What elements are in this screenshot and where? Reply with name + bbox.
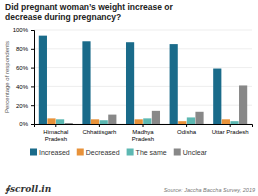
grid-line: [34, 48, 252, 49]
bar: [170, 44, 178, 124]
tick: MadhyaPradesh: [132, 124, 155, 142]
title: Did pregnant woman’s weight increase ord…: [5, 2, 174, 22]
bar: [230, 121, 238, 124]
axis-line: [31, 31, 35, 125]
tick-label: Odisha: [177, 129, 197, 135]
legend-label: Unclear: [183, 149, 208, 156]
bar: [108, 115, 116, 124]
bar-series: [65, 85, 248, 124]
bar: [91, 119, 99, 124]
tick: 80%: [16, 46, 34, 52]
legend-item: Increased: [30, 149, 70, 156]
legend-label: Decreased: [86, 149, 120, 156]
tick: 20%: [16, 103, 34, 109]
legend-item: The same: [127, 149, 167, 156]
grid: [34, 30, 252, 124]
legend-swatch: [77, 149, 84, 156]
tick: 40%: [16, 84, 34, 90]
bar: [39, 36, 47, 124]
legend-swatch: [127, 149, 134, 156]
axis-line: [35, 125, 253, 128]
annotation: ∮scroll.in: [5, 184, 51, 195]
tick-label: Uttar Pradesh: [212, 129, 249, 135]
tick-mark: [99, 124, 100, 127]
legend-swatch: [174, 149, 181, 156]
bar: [47, 118, 55, 124]
tick-label: MadhyaPradesh: [132, 129, 155, 142]
legend-label: Increased: [39, 149, 70, 156]
tick-label: 100%: [13, 27, 29, 33]
bar: [239, 85, 247, 124]
annotation: Source: Jaccha Baccha Survey, 2019: [164, 187, 255, 193]
tick-label: 20%: [16, 103, 29, 109]
x-axis: HimachalPradesh Chhattisgarh MadhyaPradesh…: [35, 124, 253, 142]
y-axis: 0% 20% 40% 60% 80% 100%: [13, 27, 35, 127]
bar: [65, 123, 73, 124]
bar: [195, 112, 203, 124]
tick-mark: [31, 86, 34, 87]
bar: [152, 111, 160, 124]
tick: HimachalPradesh: [43, 124, 68, 142]
bars: [39, 36, 247, 124]
tick-mark: [186, 124, 187, 127]
legend-item: Decreased: [77, 149, 120, 156]
bar-series: [56, 117, 239, 124]
tick: 0%: [19, 121, 34, 127]
bar: [213, 69, 221, 124]
plot: 0% 20% 40% 60% 80% 100% HimachalPradesh Chhatti…: [13, 27, 253, 141]
tick-mark: [31, 68, 34, 69]
bar: [100, 120, 108, 124]
legend-swatch: [30, 149, 37, 156]
bar: [56, 119, 64, 124]
tick-mark: [31, 124, 34, 125]
legend: Increased Decreased The same Unclear: [30, 149, 208, 156]
bar: [126, 42, 134, 124]
axis-title: Percentage of respondents: [4, 41, 10, 113]
grid-line: [34, 30, 252, 31]
tick-label: Chhattisgarh: [82, 129, 116, 135]
grid-line: [34, 67, 252, 68]
tick-mark: [55, 124, 56, 127]
bar: [135, 119, 143, 124]
tick: Odisha: [177, 124, 197, 135]
legend-label: The same: [136, 149, 167, 156]
tick-mark: [31, 49, 34, 50]
legend-item: Unclear: [174, 149, 208, 156]
tick-label: 40%: [16, 84, 29, 90]
tick-label: 80%: [16, 46, 29, 52]
tick-label: 60%: [16, 65, 29, 71]
tick: Chhattisgarh: [82, 124, 116, 135]
tick-mark: [31, 105, 34, 106]
tick: Uttar Pradesh: [212, 124, 249, 135]
tick: 100%: [13, 27, 34, 33]
tick-label: HimachalPradesh: [43, 129, 68, 142]
bar: [82, 41, 90, 124]
tick-mark: [230, 124, 231, 127]
tick: 60%: [16, 65, 34, 71]
bar-series: [39, 36, 222, 124]
tick-mark: [31, 30, 34, 31]
chart: Did pregnant woman’s weight increase ord…: [0, 0, 258, 196]
bar: [178, 121, 186, 124]
tick-label: 0%: [19, 121, 28, 127]
bar: [187, 117, 195, 124]
bar: [143, 118, 151, 124]
bar: [222, 119, 230, 124]
tick-mark: [143, 124, 144, 127]
